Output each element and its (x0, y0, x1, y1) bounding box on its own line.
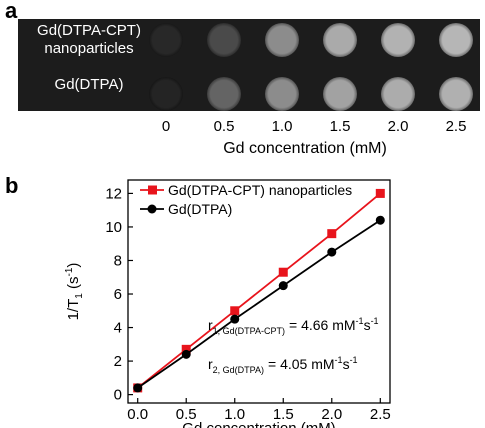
x-tick-label-0.5: 0.5 (176, 406, 197, 423)
annotation-r2: r2, Gd(DTPA) = 4.05 mM-1s-1 (208, 355, 358, 375)
annotation-r1-value: = 4.66 mM (289, 317, 356, 333)
y-axis-label-main: 1/T (65, 299, 82, 321)
x-tick-label-2.5: 2.5 (370, 406, 391, 423)
phantom-spot-row1-2 (265, 23, 299, 57)
phantom-spot-row2-5 (439, 77, 473, 111)
phantom-spot-row2-4 (381, 77, 415, 111)
x-tick-label-1.0: 1.0 (224, 406, 245, 423)
y-tick-label-4: 4 (114, 320, 122, 337)
panel-a-axis-title: Gd concentration (mM) (223, 140, 387, 157)
annotation-r2-exp1: -1 (335, 355, 343, 365)
conc-tick-2.5: 2.5 (445, 118, 467, 135)
row-label-gd-dtpa: Gd(DTPA) (54, 76, 124, 93)
conc-tick-1.0: 1.0 (271, 118, 293, 135)
point-s0-4 (327, 229, 337, 239)
annotation-r1-unit: s (364, 317, 371, 333)
y-axis-label-sub: 1 (74, 293, 85, 299)
legend-label-1: Gd(DTPA) (168, 201, 232, 217)
phantom-spot-row2-1 (207, 77, 241, 111)
point-s0-5 (375, 188, 385, 198)
y-tick-label-10: 10 (105, 219, 122, 236)
phantom-spot-row1-1 (207, 23, 241, 57)
point-s1-4 (327, 247, 337, 257)
phantom-spot-row2-2 (265, 77, 299, 111)
conc-tick-0: 0 (161, 118, 171, 135)
panel-a-letter: a (5, 0, 18, 23)
row-label-nanoparticles: Gd(DTPA-CPT) nanoparticles (37, 22, 141, 57)
phantom-spot-row1-5 (439, 23, 473, 57)
point-s1-5 (375, 215, 385, 225)
phantom-spot-row2-3 (323, 77, 357, 111)
phantom-spot-row1-3 (323, 23, 357, 57)
y-tick-label-0: 0 (114, 387, 122, 404)
plot-frame (127, 179, 391, 404)
annotation-r1-exp2: -1 (371, 316, 379, 326)
y-axis-label-exp: -1 (64, 267, 75, 276)
y-tick-label-2: 2 (114, 353, 122, 370)
annotation-r2-prefix: r (208, 356, 213, 372)
x-tick-label-1.5: 1.5 (273, 406, 294, 423)
y-tick-label-8: 8 (114, 252, 122, 269)
annotation-r2-sub: 2, Gd(DTPA) (213, 365, 264, 375)
point-s1-2 (230, 314, 240, 324)
annotation-r2-unit: s (343, 356, 350, 372)
point-s1-0 (133, 383, 143, 393)
x-tick-label-2.0: 2.0 (321, 406, 342, 423)
y-axis-label-unit: (s (65, 276, 82, 293)
y-axis-label: 1/T1 (s-1) (64, 263, 85, 321)
legend-marker-0 (148, 185, 157, 195)
series-line-1 (137, 219, 381, 389)
point-s1-1 (181, 349, 191, 359)
conc-tick-0.5: 0.5 (213, 118, 235, 135)
legend-marker-1 (147, 204, 157, 214)
conc-tick-2.0: 2.0 (387, 118, 409, 135)
point-s0-2 (230, 306, 240, 316)
annotation-r2-exp2: -1 (350, 355, 358, 365)
y-axis-label-close: ) (65, 263, 82, 268)
x-tick-label-0.0: 0.0 (127, 406, 148, 423)
annotation-r1-prefix: r (208, 317, 213, 333)
point-s1-3 (278, 281, 288, 291)
phantom-spot-row2-0 (149, 77, 183, 111)
relaxivity-chart: 0.0 0.5 1.0 1.5 2.0 2.5 0 2 4 6 8 10 12 Gd concentrat… (64, 179, 391, 428)
conc-tick-1.5: 1.5 (329, 118, 351, 135)
x-axis-label: Gd concentration (mM) (182, 420, 335, 428)
phantom-spot-row1-0 (149, 23, 183, 57)
point-s0-3 (278, 267, 288, 277)
annotation-r1-sub: 1, Gd(DTPA-CPT) (213, 326, 285, 336)
phantom-spot-row1-4 (381, 23, 415, 57)
y-tick-label-6: 6 (114, 286, 122, 303)
point-s0-1 (181, 344, 191, 354)
annotation-r1: r1, Gd(DTPA-CPT) = 4.66 mM-1s-1 (208, 316, 379, 336)
series-line-0 (137, 192, 381, 389)
annotation-r1-exp1: -1 (356, 316, 364, 326)
y-tick-label-12: 12 (105, 185, 122, 202)
mri-phantom-image: Gd(DTPA-CPT) nanoparticles Gd(DTPA) (18, 19, 480, 111)
panel-b-letter: b (5, 173, 19, 198)
legend-label-0: Gd(DTPA-CPT) nanoparticles (168, 182, 352, 198)
annotation-r2-value: = 4.05 mM (268, 356, 335, 372)
mri-spots (149, 23, 473, 111)
